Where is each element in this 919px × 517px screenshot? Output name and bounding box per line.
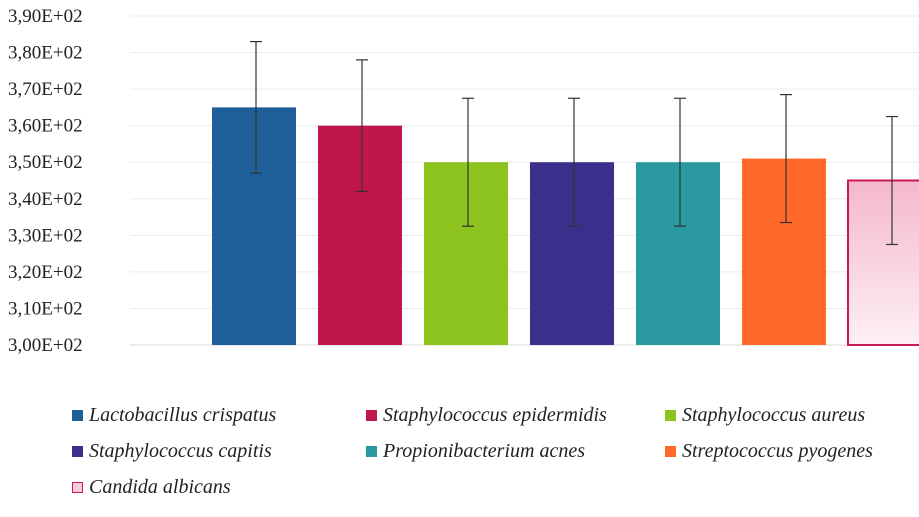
legend-swatch	[72, 445, 83, 457]
legend-item: Candida albicans	[72, 472, 231, 502]
y-tick-label: 3,80E+02	[8, 43, 83, 64]
chart-plot-area: 3,00E+02 3,10E+02 3,20E+02 3,30E+02 3,40E+02…	[8, 6, 919, 356]
legend-swatch	[72, 481, 83, 493]
bar-7	[847, 179, 919, 346]
legend-swatch	[366, 445, 377, 457]
legend-item: Propionibacterium acnes	[366, 436, 585, 466]
y-tick-label: 3,20E+02	[8, 262, 83, 283]
bar-3	[424, 162, 508, 345]
legend-item: Streptococcus pyogenes	[665, 436, 873, 466]
legend-swatch	[72, 409, 83, 421]
legend-label: Propionibacterium acnes	[383, 439, 586, 462]
legend-label: Streptococcus pyogenes	[682, 439, 873, 462]
y-tick-label: 3,40E+02	[8, 189, 83, 210]
legend-item: Staphylococcus capitis	[72, 436, 272, 466]
legend-label: Staphylococcus aureus	[682, 403, 866, 426]
y-tick-label: 3,70E+02	[8, 79, 83, 100]
y-tick-label: 3,90E+02	[8, 6, 83, 27]
bar-6	[742, 158, 826, 345]
y-tick-label: 3,10E+02	[8, 298, 83, 319]
chart-legend: Lactobacillus crispatus Staphylococcus ep…	[72, 400, 919, 517]
y-tick-label: 3,60E+02	[8, 116, 83, 137]
legend-swatch	[665, 445, 676, 457]
legend-label: Staphylococcus epidermidis	[383, 403, 607, 426]
legend-swatch	[366, 409, 377, 421]
legend-item: Lactobacillus crispatus	[72, 400, 276, 430]
legend-label: Candida albicans	[89, 475, 231, 498]
bar-5	[636, 162, 720, 345]
legend-swatch	[665, 409, 676, 421]
y-tick-label: 3,00E+02	[8, 335, 83, 356]
bar-2	[318, 125, 402, 346]
legend-label: Staphylococcus capitis	[89, 439, 272, 462]
bar-4	[530, 162, 614, 345]
legend-item: Staphylococcus aureus	[665, 400, 865, 430]
legend-label: Lactobacillus crispatus	[89, 403, 277, 426]
legend-item: Staphylococcus epidermidis	[366, 400, 607, 430]
bar-1	[212, 107, 296, 345]
y-tick-label: 3,50E+02	[8, 152, 83, 173]
y-tick-label: 3,30E+02	[8, 225, 83, 246]
